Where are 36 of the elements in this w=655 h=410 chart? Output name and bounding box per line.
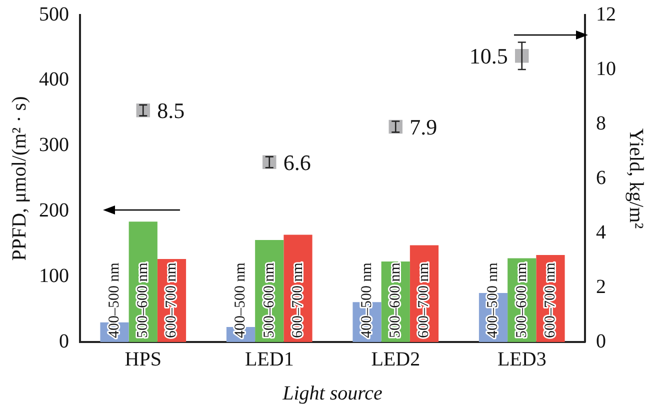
- y-tick-label: 300: [39, 134, 69, 156]
- y2-tick-label: 2: [596, 276, 606, 298]
- data-label: 7.9: [410, 114, 438, 140]
- text: 400–500 nm: [106, 262, 122, 338]
- y2-tick-label: 4: [596, 221, 606, 244]
- text: 500–600 nm: [514, 262, 530, 338]
- text: 400–500 nm: [232, 262, 249, 338]
- y-tick-label: 500: [39, 3, 69, 26]
- text: 400–500 nm: [358, 262, 375, 338]
- y2-tick-label: 0: [596, 330, 606, 352]
- data-label: 6.6: [283, 150, 311, 175]
- data-label: 10.5: [469, 44, 508, 69]
- x-tick-label: HPS: [124, 348, 162, 370]
- text: 400–500 nm: [485, 262, 502, 338]
- text: 500–600 nm: [135, 262, 152, 338]
- x-axis-title: Light source: [282, 382, 383, 404]
- y2-tick-label: 8: [596, 112, 606, 134]
- series-label: 500–600 nm: [388, 262, 404, 338]
- text: 500–600 nm: [261, 262, 278, 338]
- text: 600–700 nm: [416, 262, 432, 338]
- text: 600–700 nm: [542, 262, 558, 338]
- y2-tick-label: 10: [596, 58, 616, 80]
- y2-axis-title: Yield, kg/m²: [624, 128, 647, 229]
- y2-tick-label: 6: [596, 166, 606, 189]
- y-tick-label: 100: [39, 264, 69, 287]
- y-tick-label: 200: [39, 199, 69, 222]
- x-tick-label: LED2: [371, 348, 420, 370]
- x-tick-label: LED3: [497, 348, 546, 370]
- y-tick-label: 400: [39, 68, 69, 91]
- y-axis-title: PPFD, μmol/(m² · s): [8, 96, 30, 261]
- series-label: 600–700 nm: [164, 262, 180, 338]
- x-tick-label: LED1: [244, 348, 294, 370]
- y2-tick-label: 12: [596, 3, 616, 26]
- y-tick-label: 0: [59, 330, 69, 352]
- text: 600–700 nm: [290, 262, 306, 338]
- data-label: 8.5: [157, 98, 185, 124]
